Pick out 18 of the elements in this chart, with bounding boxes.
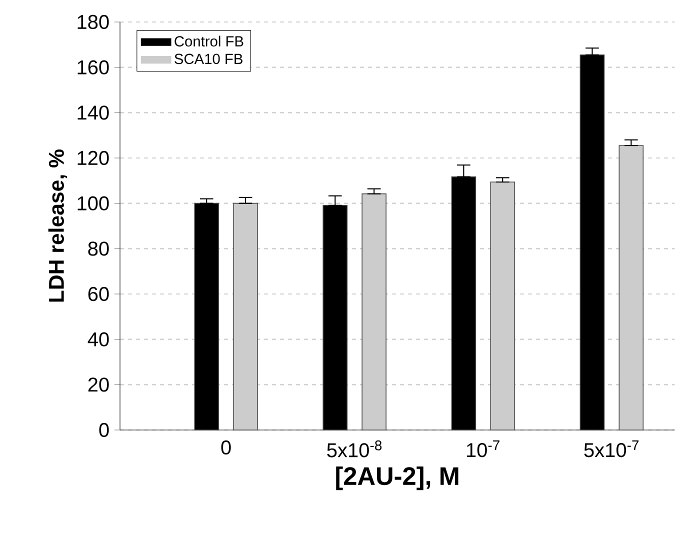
y-axis-title: LDH release, %	[48, 150, 68, 302]
y-tick-label: 40	[88, 332, 109, 346]
legend-label: SCA10 FB	[174, 54, 242, 64]
x-tick-label: 10$^{-7}$	[466, 440, 500, 458]
y-tick-label: 160	[78, 60, 109, 74]
y-tick-label: 100	[78, 196, 109, 210]
x-tick-label: 5x10$^{-7}$	[584, 440, 639, 458]
y-tick-label: 140	[78, 106, 109, 120]
legend-label: Control FB	[174, 36, 244, 47]
x-tick-label: 5x10$^{-8}$	[327, 440, 382, 458]
x-axis-title: [2AU-2], M	[336, 466, 458, 490]
y-tick-label: 80	[88, 242, 109, 256]
y-tick-label: 60	[88, 286, 109, 302]
x-tick-label: 0	[221, 440, 231, 455]
y-tick-label: 120	[78, 150, 109, 166]
y-tick-label: 180	[78, 14, 109, 30]
y-tick-label: 0	[99, 422, 109, 438]
y-tick-label: 20	[88, 378, 109, 392]
